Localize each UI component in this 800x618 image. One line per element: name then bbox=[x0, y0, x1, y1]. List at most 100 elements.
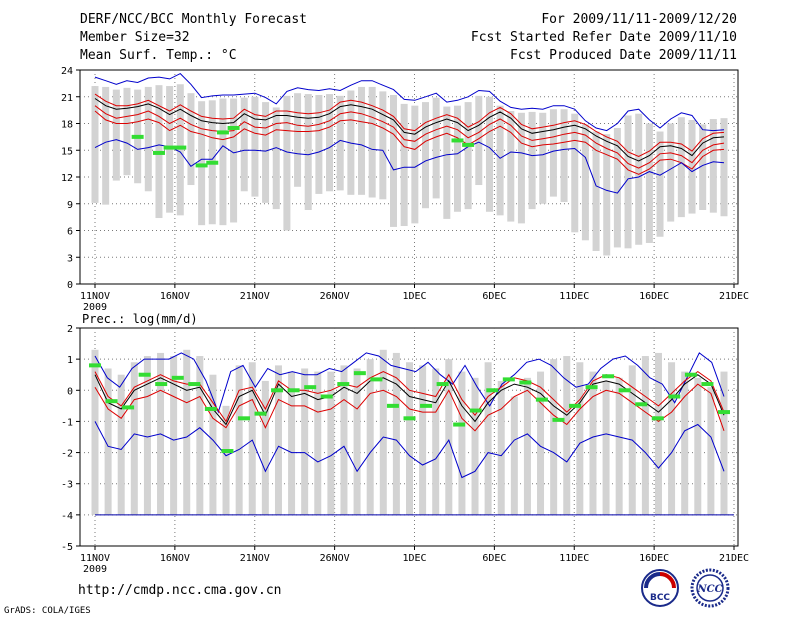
prec-ensemble-box bbox=[602, 380, 610, 515]
source-url[interactable]: http://cmdp.ncc.cma.gov.cn bbox=[78, 583, 282, 598]
temp-ensemble-box bbox=[656, 131, 664, 237]
prec-ensemble-box bbox=[209, 374, 217, 515]
temp-series-min bbox=[94, 139, 725, 194]
temp-ensemble-box bbox=[709, 119, 717, 213]
prec-observed-mark bbox=[403, 416, 416, 421]
prec-series-lower bbox=[94, 383, 725, 432]
prec-x-tick-label: 1DEC bbox=[402, 553, 426, 564]
prec-ensemble-box bbox=[720, 371, 728, 515]
temp-observed-mark bbox=[216, 130, 229, 135]
temp-observed-mark bbox=[195, 163, 208, 168]
prec-observed-mark bbox=[271, 388, 284, 393]
temp-ensemble-box bbox=[592, 131, 600, 252]
temp-series-max bbox=[94, 72, 725, 132]
temp-ensemble-box bbox=[294, 93, 302, 187]
temp-ensemble-box bbox=[283, 95, 291, 231]
temp-x-tick-label: 21DEC bbox=[719, 291, 749, 302]
temp-ensemble-box bbox=[688, 119, 696, 214]
prec-observed-mark bbox=[602, 374, 615, 379]
temp-ensemble-box bbox=[144, 86, 152, 192]
prec-observed-mark bbox=[122, 405, 135, 410]
prec-observed-mark bbox=[254, 411, 267, 416]
prec-ensemble-box bbox=[301, 368, 309, 515]
prec-series-max bbox=[94, 352, 725, 414]
temp-ensemble-box bbox=[645, 123, 653, 243]
temp-ensemble-box bbox=[528, 111, 536, 210]
temp-ensemble-box bbox=[496, 105, 504, 216]
prec-ensemble-box bbox=[274, 365, 282, 515]
temp-observed-mark bbox=[131, 134, 144, 139]
temp-ensemble-box bbox=[304, 94, 312, 210]
prec-observed-mark bbox=[188, 382, 201, 387]
prec-y-tick-label: -1 bbox=[61, 417, 73, 428]
prec-ensemble-box bbox=[497, 380, 505, 515]
temp-x-year-label: 2009 bbox=[83, 302, 107, 313]
temp-ensemble-box bbox=[603, 134, 611, 256]
bcc-logo-text: BCC bbox=[650, 593, 670, 603]
temp-ensemble-box bbox=[336, 95, 344, 191]
temp-y-tick-label: 21 bbox=[61, 93, 73, 104]
prec-ensemble-box bbox=[707, 387, 715, 515]
prec-observed-mark bbox=[453, 422, 466, 427]
prec-observed-mark bbox=[469, 408, 482, 413]
prec-observed-mark bbox=[635, 402, 648, 407]
prec-ensemble-box bbox=[510, 396, 518, 515]
prec-x-tick-label: 16NOV bbox=[160, 553, 190, 564]
prec-frame bbox=[79, 327, 739, 547]
prec-observed-mark bbox=[718, 410, 730, 415]
prec-ensemble-box bbox=[458, 371, 466, 515]
temp-ensemble-box bbox=[571, 113, 579, 233]
temp-ensemble-box bbox=[411, 105, 419, 224]
prec-ensemble-box bbox=[589, 371, 597, 515]
prec-ensemble-box bbox=[288, 371, 296, 515]
temp-y-tick-label: 6 bbox=[67, 227, 73, 238]
prec-ensemble-box bbox=[314, 371, 322, 515]
temp-x-tick-label: 6DEC bbox=[482, 291, 506, 302]
prec-y-tick-label: 2 bbox=[67, 324, 73, 335]
temp-ensemble-box bbox=[517, 112, 525, 224]
temp-ensemble-box bbox=[272, 107, 280, 210]
prec-y-tick-label: -2 bbox=[61, 449, 73, 460]
temp-observed-mark bbox=[227, 125, 240, 130]
ncc-logo-text: NCC bbox=[696, 584, 722, 595]
temp-ensemble-box bbox=[187, 93, 195, 186]
prec-ensemble-box bbox=[406, 362, 413, 515]
prec-y-tick-label: -5 bbox=[61, 542, 73, 553]
prec-observed-mark bbox=[502, 377, 515, 382]
forecast-title: DERF/NCC/BCC Monthly Forecast bbox=[80, 12, 307, 27]
produced-date: Fcst Produced Date 2009/11/11 bbox=[510, 48, 737, 63]
temp-ensemble-box bbox=[443, 106, 451, 219]
temp-ensemble-box bbox=[421, 102, 429, 209]
temp-ensemble-box bbox=[453, 105, 461, 212]
temp-ensemble-box bbox=[549, 109, 557, 197]
prec-observed-mark bbox=[420, 403, 433, 408]
prec-x-tick-label: 26NOV bbox=[320, 553, 350, 564]
temp-ensemble-box bbox=[475, 95, 483, 186]
temp-ensemble-box bbox=[102, 86, 110, 205]
prec-observed-mark bbox=[519, 380, 532, 385]
temp-ensemble-box bbox=[699, 124, 707, 210]
temp-ensemble-box bbox=[123, 87, 131, 176]
temp-ensemble-box bbox=[91, 86, 99, 203]
prec-ensemble-box bbox=[537, 371, 545, 515]
grads-credit: GrADS: COLA/IGES bbox=[4, 606, 91, 616]
prec-observed-mark bbox=[486, 388, 499, 393]
temp-observed-mark bbox=[451, 138, 464, 143]
temp-ensemble-box bbox=[112, 89, 120, 181]
temp-ensemble-box bbox=[720, 118, 728, 217]
temp-ensemble-box bbox=[198, 101, 206, 226]
prec-ensemble-box bbox=[366, 359, 374, 515]
ncc-logo: NCC bbox=[690, 568, 730, 608]
temp-observed-mark bbox=[174, 145, 187, 150]
prec-x-tick-label: 11NOV bbox=[80, 553, 110, 564]
temp-ensemble-box bbox=[230, 98, 238, 223]
prec-ensemble-box bbox=[694, 377, 702, 515]
temp-x-tick-label: 11DEC bbox=[559, 291, 589, 302]
temp-y-tick-label: 0 bbox=[67, 280, 73, 291]
temp-x-tick-label: 11NOV bbox=[80, 291, 110, 302]
bcc-logo: BCC bbox=[641, 569, 679, 607]
prec-ensemble-box bbox=[654, 352, 662, 515]
prec-observed-mark bbox=[287, 388, 300, 393]
prec-ensemble-box bbox=[550, 359, 558, 515]
variable-label: Mean Surf. Temp.: °C bbox=[80, 48, 237, 63]
